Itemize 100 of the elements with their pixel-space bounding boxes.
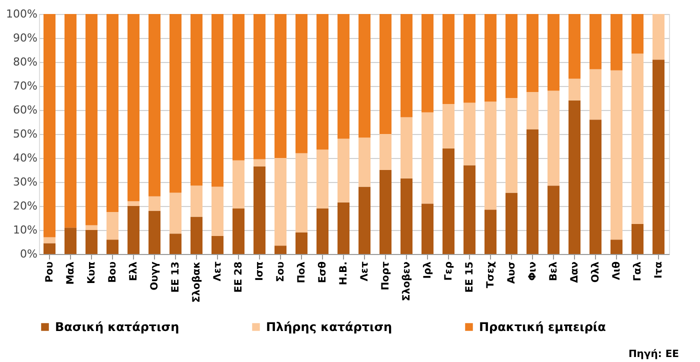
bar — [190, 14, 202, 186]
bar — [86, 225, 98, 230]
bar — [148, 210, 160, 254]
bar — [464, 165, 476, 254]
x-tick-label: Ελλ — [128, 260, 140, 281]
bar — [358, 14, 370, 138]
text: Πηγή: ΕΕ — [628, 349, 680, 360]
bar — [316, 208, 328, 254]
bar — [64, 14, 76, 228]
y-tick-label: 30% — [13, 176, 38, 188]
bar — [400, 178, 412, 254]
bar — [380, 170, 392, 254]
bar — [254, 14, 266, 160]
bar — [212, 186, 224, 236]
x-tick-label: Γερ — [444, 262, 454, 281]
y-tick-label: 60% — [13, 104, 38, 116]
bar — [148, 196, 160, 211]
bar — [232, 14, 244, 160]
x-tick-label: Πορτ — [380, 260, 392, 290]
bar — [128, 206, 140, 254]
bar — [590, 120, 602, 254]
x-tick-label: Σλοβεν — [402, 261, 412, 302]
x-tick-label: Ιτα — [654, 261, 664, 278]
bar — [422, 14, 434, 112]
bar — [652, 60, 664, 254]
legend-label: Βασική κατάρτιση — [55, 320, 180, 334]
bar — [442, 14, 454, 104]
bar — [548, 90, 560, 186]
x-tick-label: Ιρλ — [422, 260, 434, 279]
bar — [506, 192, 518, 254]
bar — [106, 240, 118, 254]
x-tick-label: Αυσ — [506, 261, 518, 284]
bar — [44, 14, 56, 238]
bar — [338, 202, 350, 254]
bar — [422, 204, 434, 254]
x-tick-label: Κυπ — [86, 261, 98, 284]
bar — [632, 54, 644, 224]
bar — [526, 92, 538, 130]
bar — [212, 14, 224, 187]
bar — [632, 224, 644, 254]
bar — [610, 240, 622, 254]
x-tick-label: Πολ — [296, 260, 308, 284]
bar — [170, 192, 182, 234]
x-tick-label: Μαλ — [66, 260, 76, 285]
x-tick-label: Βελ — [548, 260, 560, 282]
bar — [526, 14, 538, 92]
bar — [170, 14, 182, 193]
bar — [296, 153, 308, 232]
bar — [484, 14, 496, 102]
bar — [254, 159, 266, 166]
bar — [400, 14, 412, 118]
bar — [548, 186, 560, 254]
bar — [106, 212, 118, 240]
y-tick-label: 0% — [20, 248, 38, 260]
bar — [506, 98, 518, 193]
x-tick-label: Δαν — [570, 261, 580, 283]
bar — [106, 14, 118, 212]
y-tick-label: 100% — [6, 8, 38, 20]
bar — [190, 216, 202, 254]
bar — [568, 100, 580, 254]
bar — [568, 14, 580, 79]
x-tick-label: Λετ — [360, 260, 370, 282]
bar — [632, 14, 644, 54]
x-tick-label: Ισπ — [254, 261, 266, 281]
x-tick-label: ΕΕ 13 — [170, 261, 182, 293]
legend-label: Πρακτική εμπειρία — [479, 320, 606, 334]
bar — [464, 14, 476, 103]
bar — [64, 228, 76, 254]
bar — [442, 104, 454, 148]
bar — [380, 14, 392, 134]
x-tick-label: Τσεχ — [486, 260, 496, 288]
x-tick-label: Φιν — [528, 261, 538, 281]
bar — [232, 208, 244, 254]
bar — [338, 14, 350, 139]
x-tick-label: Λιθ — [612, 261, 622, 280]
bar — [506, 14, 518, 98]
bar — [274, 158, 286, 246]
bar — [358, 186, 370, 254]
bar — [338, 138, 350, 202]
bar — [274, 246, 286, 254]
bar — [148, 14, 160, 196]
y-tick-label: 40% — [13, 152, 38, 164]
bar — [232, 160, 244, 208]
x-tick-label: Λετ — [212, 260, 224, 282]
y-tick-label: 70% — [13, 80, 38, 92]
x-tick-label: Γαλ — [632, 260, 644, 282]
bar — [652, 14, 664, 60]
bar — [484, 210, 496, 254]
x-tick-label: Σου — [276, 261, 286, 282]
bar — [86, 14, 98, 226]
y-tick-label: 20% — [13, 200, 38, 212]
bar — [484, 102, 496, 210]
legend-label: Πλήρης κατάρτιση — [266, 320, 392, 334]
bar — [212, 236, 224, 254]
x-tick-label: Ρου — [44, 261, 56, 282]
bar — [422, 112, 434, 204]
bar — [296, 232, 308, 254]
bar — [316, 14, 328, 150]
bar — [44, 243, 56, 254]
x-tick-label: Σλοβακ — [192, 262, 202, 303]
